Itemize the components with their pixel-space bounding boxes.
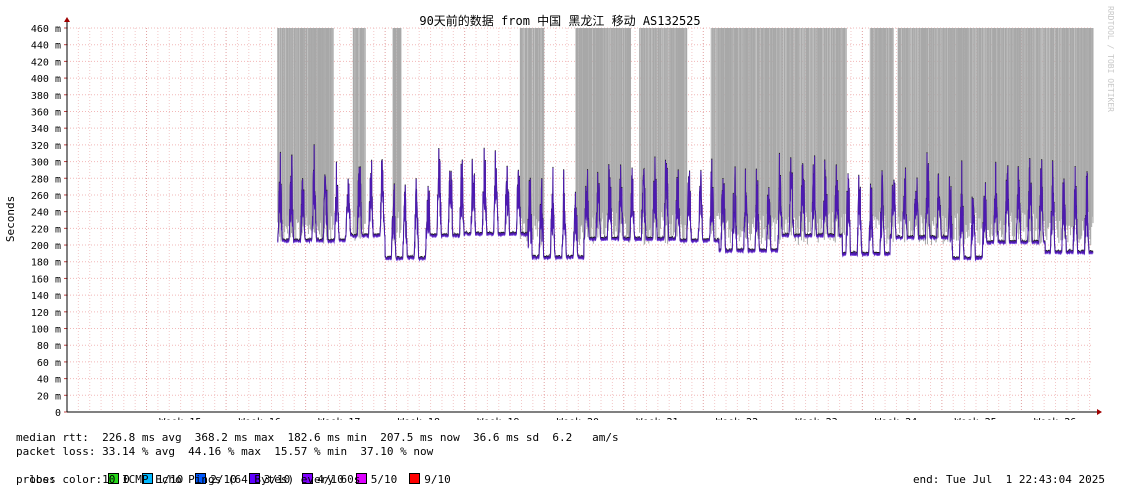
loss-swatch-label: 2/10 xyxy=(210,473,237,486)
y-tick-label: 140 m xyxy=(31,291,61,302)
y-tick-label: 420 m xyxy=(31,57,61,68)
loss-swatch xyxy=(302,473,314,484)
y-tick-label: 440 m xyxy=(31,41,61,52)
loss-swatch-label: 0 xyxy=(123,473,130,486)
y-tick-label: 280 m xyxy=(31,174,61,185)
chart-title: 90天前的数据 from 中国 黑龙江 移动 AS132525 xyxy=(419,13,700,28)
y-tick-label: 80 m xyxy=(37,341,61,352)
y-tick-label: 0 xyxy=(55,408,61,419)
latency-chart: 0 20 m 40 m 60 m 80 m 100 m 120 m 140 m 160 m 180… xyxy=(4,6,1115,420)
y-tick-label: 340 m xyxy=(31,124,61,135)
y-tick-label: 240 m xyxy=(31,208,61,219)
median-rtt-stats: median rtt: 226.8 ms avg 368.2 ms max 18… xyxy=(16,431,619,444)
y-tick-label: 40 m xyxy=(37,375,61,386)
y-tick-label: 300 m xyxy=(31,158,61,169)
packet-loss-stats: packet loss: 33.14 % avg 44.16 % max 15.… xyxy=(16,445,434,458)
y-tick-label: 180 m xyxy=(31,258,61,269)
y-tick-label: 460 m xyxy=(31,24,61,35)
x-tick-label: Week 23 xyxy=(796,417,838,420)
x-tick-label: Week 20 xyxy=(557,417,599,420)
y-tick-label: 220 m xyxy=(31,224,61,235)
rrdtool-watermark: RRDTOOL / TOBI OETIKER xyxy=(1106,6,1115,112)
x-tick-label: Week 16 xyxy=(239,417,281,420)
loss-swatch xyxy=(409,473,421,484)
x-axis-arrow xyxy=(1097,409,1102,415)
loss-swatch-label: 5/10 xyxy=(370,473,398,486)
y-tick-label: 360 m xyxy=(31,107,61,118)
end-time: end: Tue Jul 1 22:43:04 2025 xyxy=(912,473,1105,486)
y-tick-label: 160 m xyxy=(31,274,61,285)
y-tick-label: 320 m xyxy=(31,141,61,152)
loss-swatch xyxy=(108,473,120,484)
x-tick-label: Week 18 xyxy=(398,417,440,420)
y-tick-label: 200 m xyxy=(31,241,61,252)
median-rtt-series xyxy=(277,144,1094,263)
loss-swatch xyxy=(248,473,260,484)
x-tick-label: Week 17 xyxy=(318,417,360,420)
x-tick-label: Week 19 xyxy=(477,417,519,420)
x-tick-label: Week 24 xyxy=(875,417,917,420)
y-tick-label: 400 m xyxy=(31,74,61,85)
y-tick-label: 260 m xyxy=(31,191,61,202)
loss-swatch xyxy=(195,473,207,484)
probe-info: probe: 10 ICMP Echo Pings (64 Bytes) eve… xyxy=(16,473,361,486)
x-tick-label: Week 15 xyxy=(159,417,201,420)
y-axis-label: Seconds xyxy=(4,196,17,242)
median-rtt-loss-color xyxy=(277,145,1094,263)
loss-swatch xyxy=(141,473,153,484)
loss-color-label: loss color: xyxy=(29,473,103,486)
y-tick-label: 100 m xyxy=(31,325,61,336)
loss-swatch-label: 3/10 xyxy=(263,473,291,486)
y-tick-label: 380 m xyxy=(31,91,61,102)
chart-axes: 0 20 m 40 m 60 m 80 m 100 m 120 m 140 m 160 m 180… xyxy=(31,17,1102,420)
x-tick-label: Week 25 xyxy=(955,417,997,420)
loss-swatch xyxy=(355,473,367,484)
y-tick-label: 20 m xyxy=(37,391,61,402)
y-axis-arrow xyxy=(64,17,70,22)
x-tick-label: Week 21 xyxy=(636,417,678,420)
loss-color-legend: loss color: 0 1/10 2/10 3/10 4/10 5/10 9/10 xyxy=(16,459,457,487)
y-tick-label: 60 m xyxy=(37,358,61,369)
loss-spikes xyxy=(277,28,1094,245)
x-tick-label: Week 26 xyxy=(1034,417,1076,420)
loss-swatch-label: 1/10 xyxy=(156,473,184,486)
loss-swatch-label: 4/10 xyxy=(317,473,344,486)
x-tick-label: Week 22 xyxy=(716,417,758,420)
loss-swatch-label: 9/10 xyxy=(424,473,451,486)
y-tick-label: 120 m xyxy=(31,308,61,319)
